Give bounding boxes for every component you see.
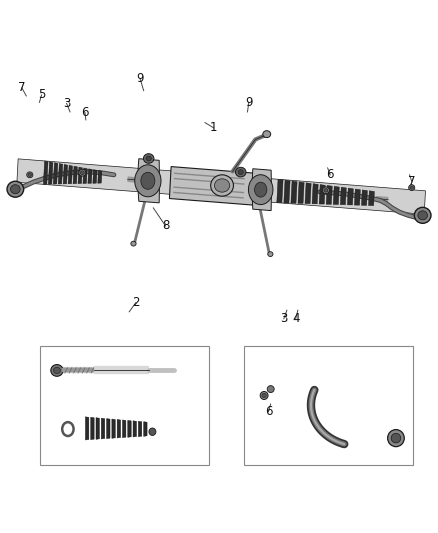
Ellipse shape: [149, 428, 156, 435]
Ellipse shape: [143, 154, 154, 163]
Polygon shape: [58, 164, 63, 184]
Polygon shape: [128, 421, 131, 437]
Ellipse shape: [211, 175, 233, 196]
Polygon shape: [347, 188, 353, 205]
Ellipse shape: [324, 189, 328, 192]
Ellipse shape: [263, 131, 271, 138]
Ellipse shape: [322, 187, 329, 193]
Polygon shape: [93, 169, 97, 183]
Polygon shape: [123, 420, 126, 438]
Ellipse shape: [236, 167, 246, 177]
Polygon shape: [112, 419, 115, 438]
Text: 7: 7: [18, 82, 26, 94]
Ellipse shape: [11, 184, 20, 193]
Polygon shape: [73, 166, 78, 184]
Polygon shape: [333, 187, 339, 205]
Ellipse shape: [146, 156, 151, 161]
Polygon shape: [85, 417, 89, 440]
Circle shape: [248, 175, 273, 205]
Text: 7: 7: [408, 175, 416, 188]
Polygon shape: [277, 179, 283, 203]
Ellipse shape: [267, 386, 274, 392]
Polygon shape: [91, 417, 94, 440]
Text: 6: 6: [326, 168, 334, 181]
Polygon shape: [43, 161, 48, 184]
Ellipse shape: [391, 433, 401, 443]
Polygon shape: [96, 418, 99, 439]
Ellipse shape: [131, 241, 136, 246]
Polygon shape: [368, 191, 374, 206]
Polygon shape: [361, 190, 367, 205]
Ellipse shape: [80, 171, 84, 174]
Text: 6: 6: [81, 106, 89, 119]
Polygon shape: [291, 181, 297, 203]
Polygon shape: [138, 421, 142, 437]
Polygon shape: [284, 180, 290, 203]
Polygon shape: [98, 171, 102, 183]
Text: 8: 8: [162, 220, 169, 232]
Ellipse shape: [28, 173, 32, 176]
Bar: [244, 346, 413, 465]
Polygon shape: [170, 167, 254, 205]
Ellipse shape: [388, 430, 404, 447]
Ellipse shape: [238, 169, 244, 174]
Text: 3: 3: [280, 312, 287, 325]
Polygon shape: [312, 184, 318, 204]
Text: 9: 9: [136, 72, 144, 85]
Polygon shape: [340, 187, 346, 205]
Text: 2: 2: [132, 296, 140, 309]
Polygon shape: [319, 184, 325, 204]
Polygon shape: [117, 419, 120, 438]
Ellipse shape: [53, 367, 60, 374]
Ellipse shape: [260, 391, 268, 400]
Polygon shape: [144, 422, 147, 437]
Text: 3: 3: [63, 97, 70, 110]
Text: 4: 4: [292, 312, 300, 325]
Circle shape: [141, 172, 155, 189]
Ellipse shape: [262, 393, 266, 398]
Ellipse shape: [7, 181, 24, 197]
Polygon shape: [133, 421, 137, 437]
Polygon shape: [138, 159, 159, 203]
Ellipse shape: [414, 207, 431, 223]
Polygon shape: [101, 418, 105, 439]
Polygon shape: [63, 165, 67, 184]
Ellipse shape: [409, 184, 415, 191]
Ellipse shape: [410, 186, 413, 189]
Polygon shape: [17, 159, 425, 214]
Polygon shape: [106, 418, 110, 439]
Ellipse shape: [51, 365, 63, 376]
Bar: [40, 346, 209, 465]
Polygon shape: [53, 163, 58, 184]
Polygon shape: [326, 185, 332, 204]
Circle shape: [254, 182, 267, 197]
Text: 5: 5: [38, 88, 45, 101]
Ellipse shape: [215, 179, 230, 192]
Polygon shape: [68, 165, 73, 184]
Ellipse shape: [418, 211, 427, 220]
Polygon shape: [354, 189, 360, 205]
Circle shape: [135, 165, 161, 197]
Ellipse shape: [27, 172, 33, 178]
Text: 9: 9: [245, 96, 253, 109]
Polygon shape: [298, 182, 304, 204]
Text: 1: 1: [210, 122, 218, 134]
Ellipse shape: [79, 169, 86, 176]
Polygon shape: [88, 169, 92, 183]
Polygon shape: [305, 183, 311, 204]
Ellipse shape: [268, 252, 273, 256]
Polygon shape: [252, 169, 272, 211]
Polygon shape: [83, 168, 87, 183]
Polygon shape: [48, 162, 53, 184]
Text: 6: 6: [265, 405, 272, 418]
Polygon shape: [78, 167, 82, 184]
